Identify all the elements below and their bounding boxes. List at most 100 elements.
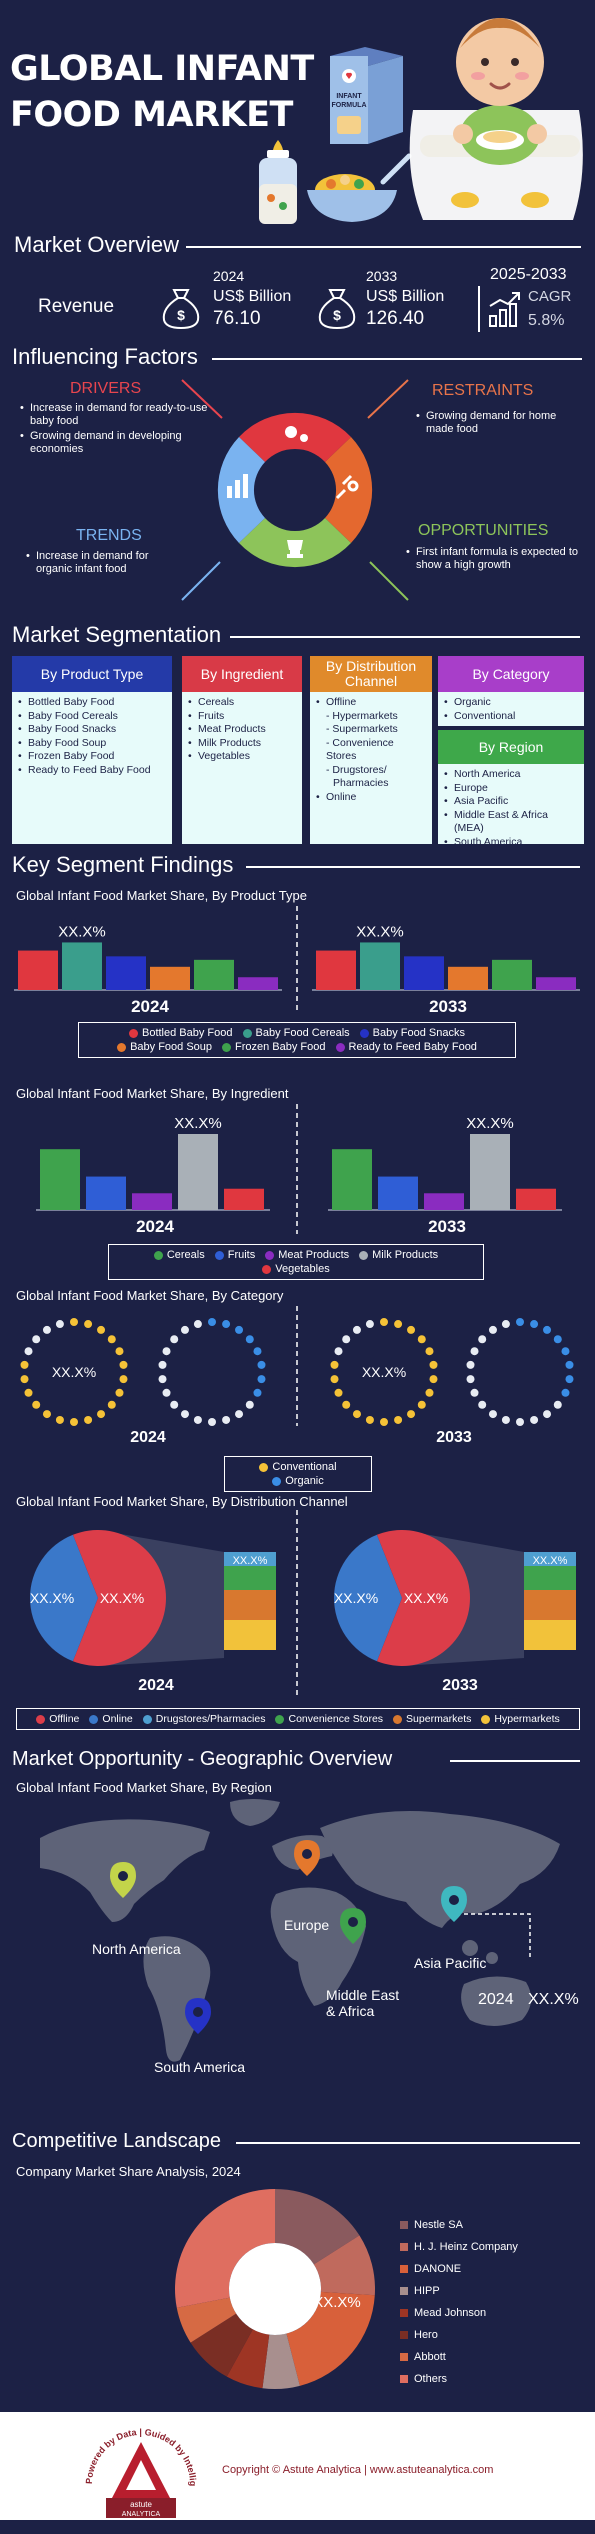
bar-baby-food-cereals [360, 942, 400, 990]
ring-dot [407, 1325, 416, 1334]
legend-label: Baby Food Cereals [255, 1027, 350, 1039]
legend-label: Bottled Baby Food [141, 1027, 233, 1039]
restraints-segment [325, 437, 373, 543]
factors-title: Influencing Factors [12, 344, 198, 369]
gear-icon [285, 426, 308, 442]
category-legend-item: Conventional [259, 1461, 337, 1473]
ingredient-legend: Cereals Fruits Meat Products Milk Products V… [108, 1244, 484, 1280]
overview-value-2024: 76.10 [213, 308, 261, 329]
ring-dot [561, 1347, 570, 1356]
donut-slice-danone [286, 2291, 375, 2386]
ring-dot [342, 1400, 351, 1409]
drivers-connector [181, 379, 223, 419]
title-line-2: FOOD MARKET [10, 95, 293, 135]
legend-swatch [89, 1714, 99, 1724]
ring-dot [24, 1388, 33, 1397]
bar-frozen-baby-food [492, 959, 532, 990]
bar-baby-food-snacks [106, 956, 146, 990]
money-bag-icon: $ [162, 289, 200, 330]
astute-logo: Powered by Data | Guided by Intelligence… [66, 2420, 198, 2518]
findings-divider [246, 866, 580, 868]
stack-convenience-stores [524, 1566, 576, 1590]
legend-swatch [400, 2221, 408, 2229]
ring-dot [365, 1320, 374, 1329]
company-legend-item: Mead Johnson [400, 2302, 590, 2324]
overview-title: Market Overview [14, 232, 180, 257]
segment-item: North America [444, 768, 578, 782]
legend-swatch [214, 1250, 224, 1260]
legend-label: Ready to Feed Baby Food [348, 1041, 477, 1053]
segment-category-header: By Category [438, 656, 584, 692]
bar-bottled-baby-food [18, 950, 58, 990]
company-legend-item: Others [400, 2368, 590, 2390]
opportunities-label: OPPORTUNITIES [418, 522, 549, 539]
driver-item: Growing demand in developing economies [20, 430, 210, 456]
stack-convenience-stores [224, 1566, 276, 1590]
stack-supermarkets [224, 1590, 276, 1620]
pin-south-america-icon [185, 1998, 211, 2034]
bar-baby-food-soup [448, 966, 488, 990]
factors-divider [212, 358, 582, 360]
ring-data-label: XX.X% [52, 1364, 96, 1380]
ring-dot [158, 1375, 167, 1384]
ring-dot [365, 1415, 374, 1424]
ingredient-chart-title: Global Infant Food Market Share, By Ingr… [16, 1086, 289, 1101]
legend-swatch [393, 1714, 403, 1724]
ring-dot [342, 1335, 351, 1344]
competitive-title: Competitive Landscape [12, 2130, 222, 2152]
segment-item: Europe [444, 782, 578, 796]
svg-text:$: $ [177, 307, 185, 323]
legend-swatch [262, 1264, 272, 1274]
distribution-legend-item: Hypermarkets [481, 1713, 560, 1725]
donut-slice-hipp [262, 2333, 300, 2389]
legend-swatch [400, 2331, 408, 2339]
company-legend-item: Nestle SA [400, 2214, 590, 2236]
segment-distribution-body: Offline - Hypermarkets - Supermarkets - … [310, 692, 432, 844]
donut-slice-nestle-sa [275, 2189, 360, 2265]
segment-region-body: North America Europe Asia Pacific Middle… [438, 764, 584, 849]
segment-item: Milk Products [188, 737, 296, 751]
legend-label: Supermarkets [406, 1713, 472, 1725]
factors-wheel [181, 379, 409, 601]
drivers-segment [239, 412, 351, 462]
bar-ready-to-feed-baby-food [536, 977, 576, 990]
main-title: GLOBAL INFANT FOOD MARKET [10, 46, 314, 138]
pin-mea-icon [340, 1908, 366, 1944]
drivers-label: DRIVERS [70, 380, 142, 397]
segment-item: Bottled Baby Food [18, 696, 166, 710]
legend-swatch [117, 1042, 127, 1052]
title-line-1: GLOBAL INFANT [10, 49, 314, 89]
legend-swatch [222, 1042, 232, 1052]
legend-swatch [128, 1028, 138, 1038]
legend-swatch [400, 2375, 408, 2383]
cagr-divider [478, 286, 480, 332]
segment-item: Fruits [188, 710, 296, 724]
ring-dot [42, 1410, 51, 1419]
cagr-period: 2025-2033 [490, 266, 567, 283]
company-legend-item: Abbott [400, 2346, 590, 2368]
legend-label: Drugstores/Pharmacies [155, 1713, 266, 1725]
segmentation-divider [230, 636, 580, 638]
competitive-chart-title: Company Market Share Analysis, 2024 [16, 2164, 241, 2179]
world-map: North America Europe Asia Pacific Middle… [40, 1799, 579, 2075]
trends-connector [181, 561, 221, 601]
ring-dot [208, 1318, 216, 1326]
donut-slice-mead-johnson [226, 2329, 270, 2389]
bar-baby-food-soup [150, 966, 190, 990]
bar-fruits [378, 1176, 418, 1210]
bar-chart-icon [227, 474, 248, 498]
legend-swatch [265, 1250, 275, 1260]
year-label: 2024 [131, 997, 169, 1016]
ring-dot [193, 1320, 202, 1329]
bar-milk-products [178, 1134, 218, 1210]
segment-item: Baby Food Cereals [18, 710, 166, 724]
product-legend-item: Bottled Baby Food [128, 1027, 233, 1039]
cagr-label: CAGR [528, 288, 572, 305]
company-share-donut: XX.X% [175, 2189, 375, 2389]
pie-slice-online [29, 1534, 98, 1662]
legend-label: Others [414, 2373, 448, 2385]
donut-slice-abbott [176, 2297, 237, 2343]
ring-data-label: XX.X% [362, 1364, 406, 1380]
bar-data-label: XX.X% [174, 1115, 222, 1132]
asia-shape [320, 1811, 560, 1928]
